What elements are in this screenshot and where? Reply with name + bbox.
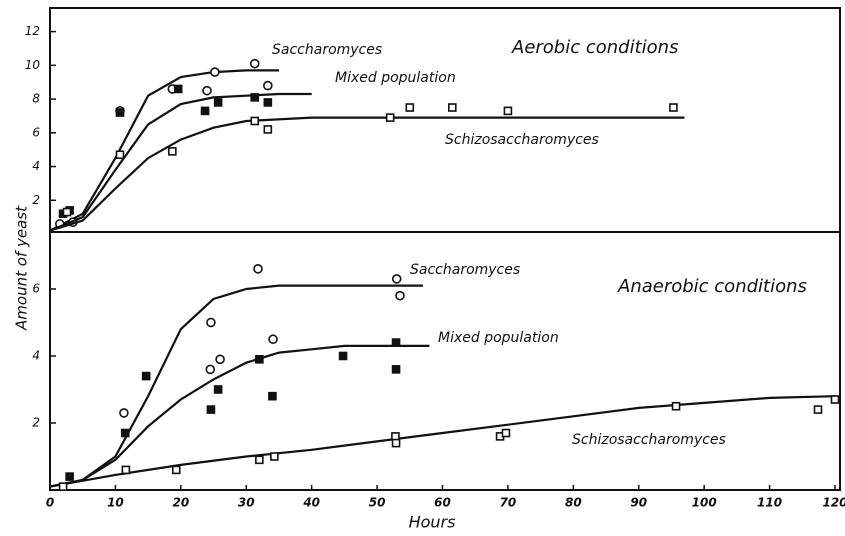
data-point — [391, 365, 401, 374]
data-point — [263, 125, 273, 134]
data-point — [206, 317, 216, 328]
y-tick-label: 2 — [32, 415, 40, 429]
panel-title: Anaerobic conditions — [617, 276, 807, 297]
data-point — [115, 150, 125, 160]
x-tick-label: 0 — [46, 496, 54, 510]
data-point — [173, 84, 183, 94]
data-point — [205, 364, 216, 375]
data-point — [671, 401, 681, 411]
data-point — [168, 147, 177, 156]
data-point — [250, 116, 260, 126]
fitted-curve — [49, 92, 312, 232]
data-point — [115, 108, 125, 117]
series-label: Mixed population — [335, 70, 456, 86]
data-point — [120, 428, 130, 438]
data-point — [119, 408, 129, 418]
data-point — [268, 391, 277, 401]
x-tick-label: 90 — [630, 496, 647, 510]
data-point — [813, 405, 823, 414]
x-tick-label: 100 — [692, 496, 717, 510]
data-point — [171, 465, 181, 475]
x-tick-label: 60 — [434, 496, 451, 510]
data-point — [391, 274, 402, 284]
data-point — [263, 98, 273, 107]
data-point — [391, 438, 401, 448]
data-point — [503, 106, 513, 116]
y-tick-label: 6 — [32, 125, 40, 139]
x-tick-label: 110 — [757, 496, 782, 510]
data-point — [338, 351, 348, 361]
y-tick-label: 12 — [25, 24, 40, 38]
fitted-curve — [49, 344, 430, 488]
data-point — [501, 428, 511, 438]
y-tick-label: 4 — [32, 348, 40, 362]
data-point — [121, 465, 131, 475]
series-label: Mixed population — [438, 330, 559, 346]
data-point — [448, 103, 457, 112]
y-axis-label: Amount of yeast — [13, 205, 31, 331]
data-point — [395, 290, 405, 301]
data-point — [65, 472, 74, 481]
data-point — [391, 338, 401, 347]
data-point — [255, 355, 264, 364]
plot-frame — [49, 7, 841, 491]
data-point — [62, 207, 72, 217]
series-label: Saccharomyces — [410, 262, 520, 278]
data-point — [215, 354, 225, 365]
panel-title: Aerobic conditions — [511, 37, 678, 58]
data-point — [250, 93, 260, 102]
data-point — [210, 67, 220, 77]
data-point — [830, 395, 840, 404]
fitted-curve — [49, 69, 279, 232]
x-tick-label: 70 — [500, 496, 517, 510]
data-point — [255, 455, 264, 465]
x-tick-label: 30 — [238, 496, 255, 510]
data-point — [213, 385, 223, 394]
y-tick-label: 6 — [32, 281, 40, 295]
data-point — [263, 80, 273, 91]
x-tick-label: 50 — [369, 496, 386, 510]
y-tick-label: 10 — [25, 58, 41, 72]
series-label: Schizosaccharomyces — [445, 132, 599, 148]
series-label: Saccharomyces — [272, 42, 382, 58]
x-tick-label: 80 — [565, 496, 582, 510]
y-tick-label: 2 — [32, 193, 40, 207]
data-point — [141, 371, 151, 381]
data-point — [213, 98, 223, 107]
x-tick-label: 10 — [107, 496, 124, 510]
x-tick-label: 20 — [172, 496, 189, 510]
data-point — [253, 264, 263, 274]
y-tick-label: 4 — [32, 159, 40, 173]
fitted-curve — [49, 284, 423, 488]
fitted-curve — [49, 116, 685, 232]
x-axis-label: Hours — [409, 513, 456, 532]
series-label: Schizosaccharomyces — [572, 432, 726, 448]
data-point — [405, 103, 415, 112]
data-point — [249, 58, 260, 69]
data-point — [669, 103, 678, 112]
data-point — [58, 482, 68, 491]
x-tick-label: 40 — [302, 496, 320, 510]
fitted-curve — [49, 395, 836, 488]
data-point — [200, 106, 210, 116]
data-point — [268, 334, 278, 345]
data-point — [270, 452, 279, 461]
data-point — [206, 405, 216, 414]
x-tick-label: 120 — [822, 496, 845, 510]
data-point — [202, 85, 212, 96]
y-tick-label: 8 — [32, 92, 40, 106]
data-point — [385, 113, 395, 122]
